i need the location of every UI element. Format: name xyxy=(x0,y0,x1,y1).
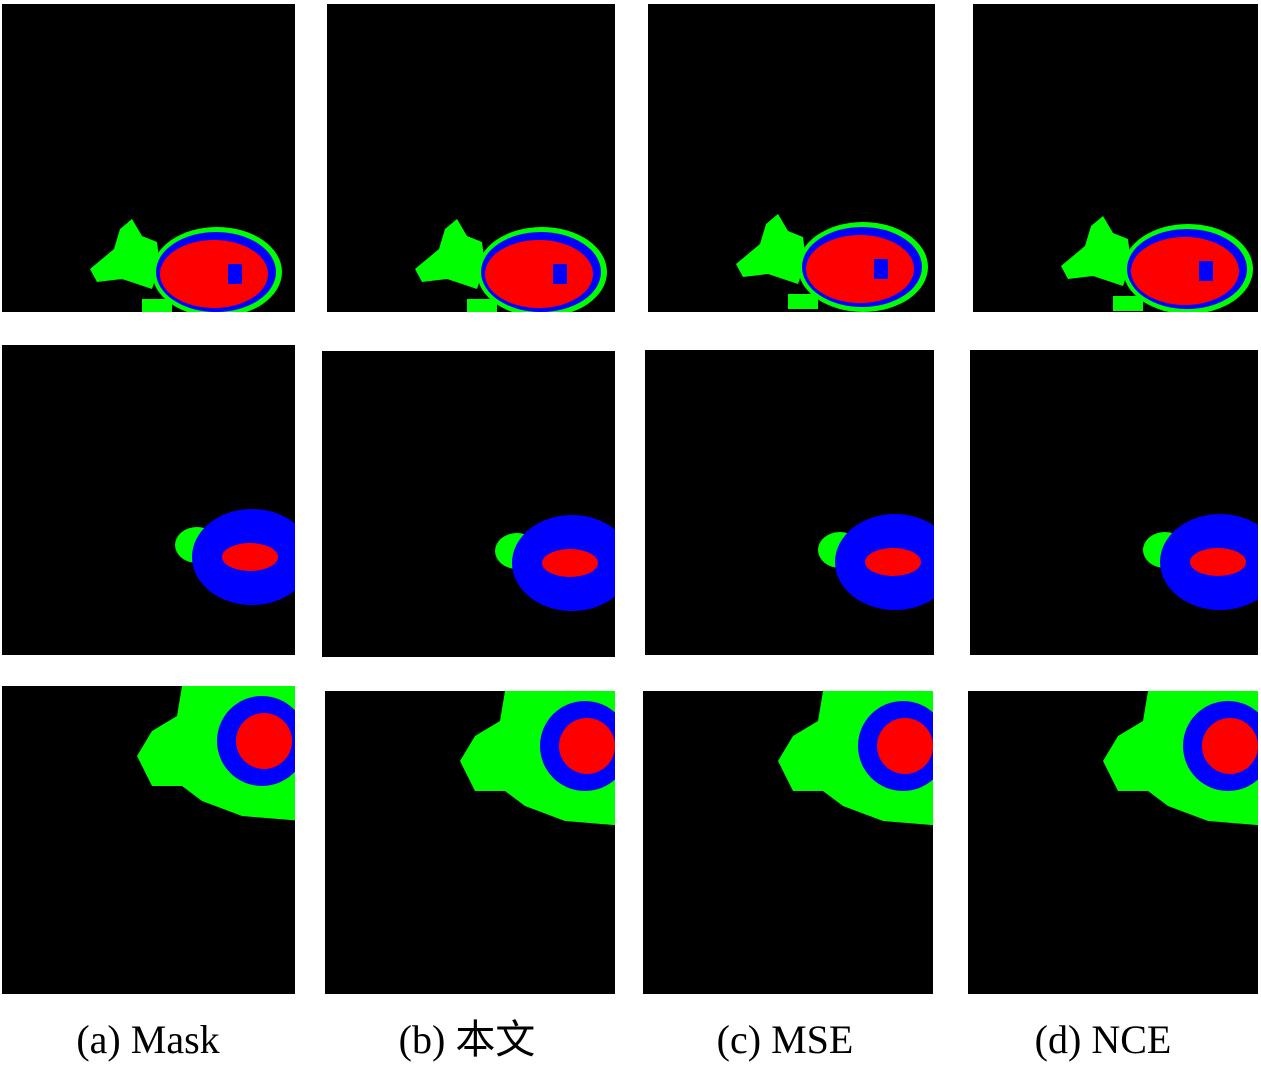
caption: (b) 本文 xyxy=(399,1017,536,1062)
caption: (a) Mask xyxy=(76,1017,219,1062)
panel xyxy=(648,4,935,312)
panel xyxy=(2,4,295,312)
panel xyxy=(322,351,615,657)
caption: (c) MSE xyxy=(717,1017,854,1062)
panel xyxy=(970,350,1258,655)
panels xyxy=(2,4,1258,994)
panel xyxy=(327,4,615,312)
panel xyxy=(325,691,615,994)
panel xyxy=(973,4,1258,312)
panel xyxy=(2,686,295,994)
panel xyxy=(645,350,934,655)
caption: (d) NCE xyxy=(1035,1017,1172,1062)
panel xyxy=(643,691,933,994)
panel xyxy=(2,345,295,655)
panel xyxy=(968,691,1258,994)
